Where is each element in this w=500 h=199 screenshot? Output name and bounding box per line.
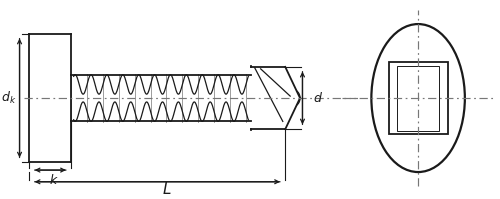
Text: d: d — [314, 92, 321, 104]
Text: k: k — [49, 174, 56, 187]
Bar — [398, 65, 439, 131]
Bar — [388, 62, 448, 134]
Text: L: L — [163, 182, 172, 197]
Text: d$_k$: d$_k$ — [1, 90, 16, 106]
